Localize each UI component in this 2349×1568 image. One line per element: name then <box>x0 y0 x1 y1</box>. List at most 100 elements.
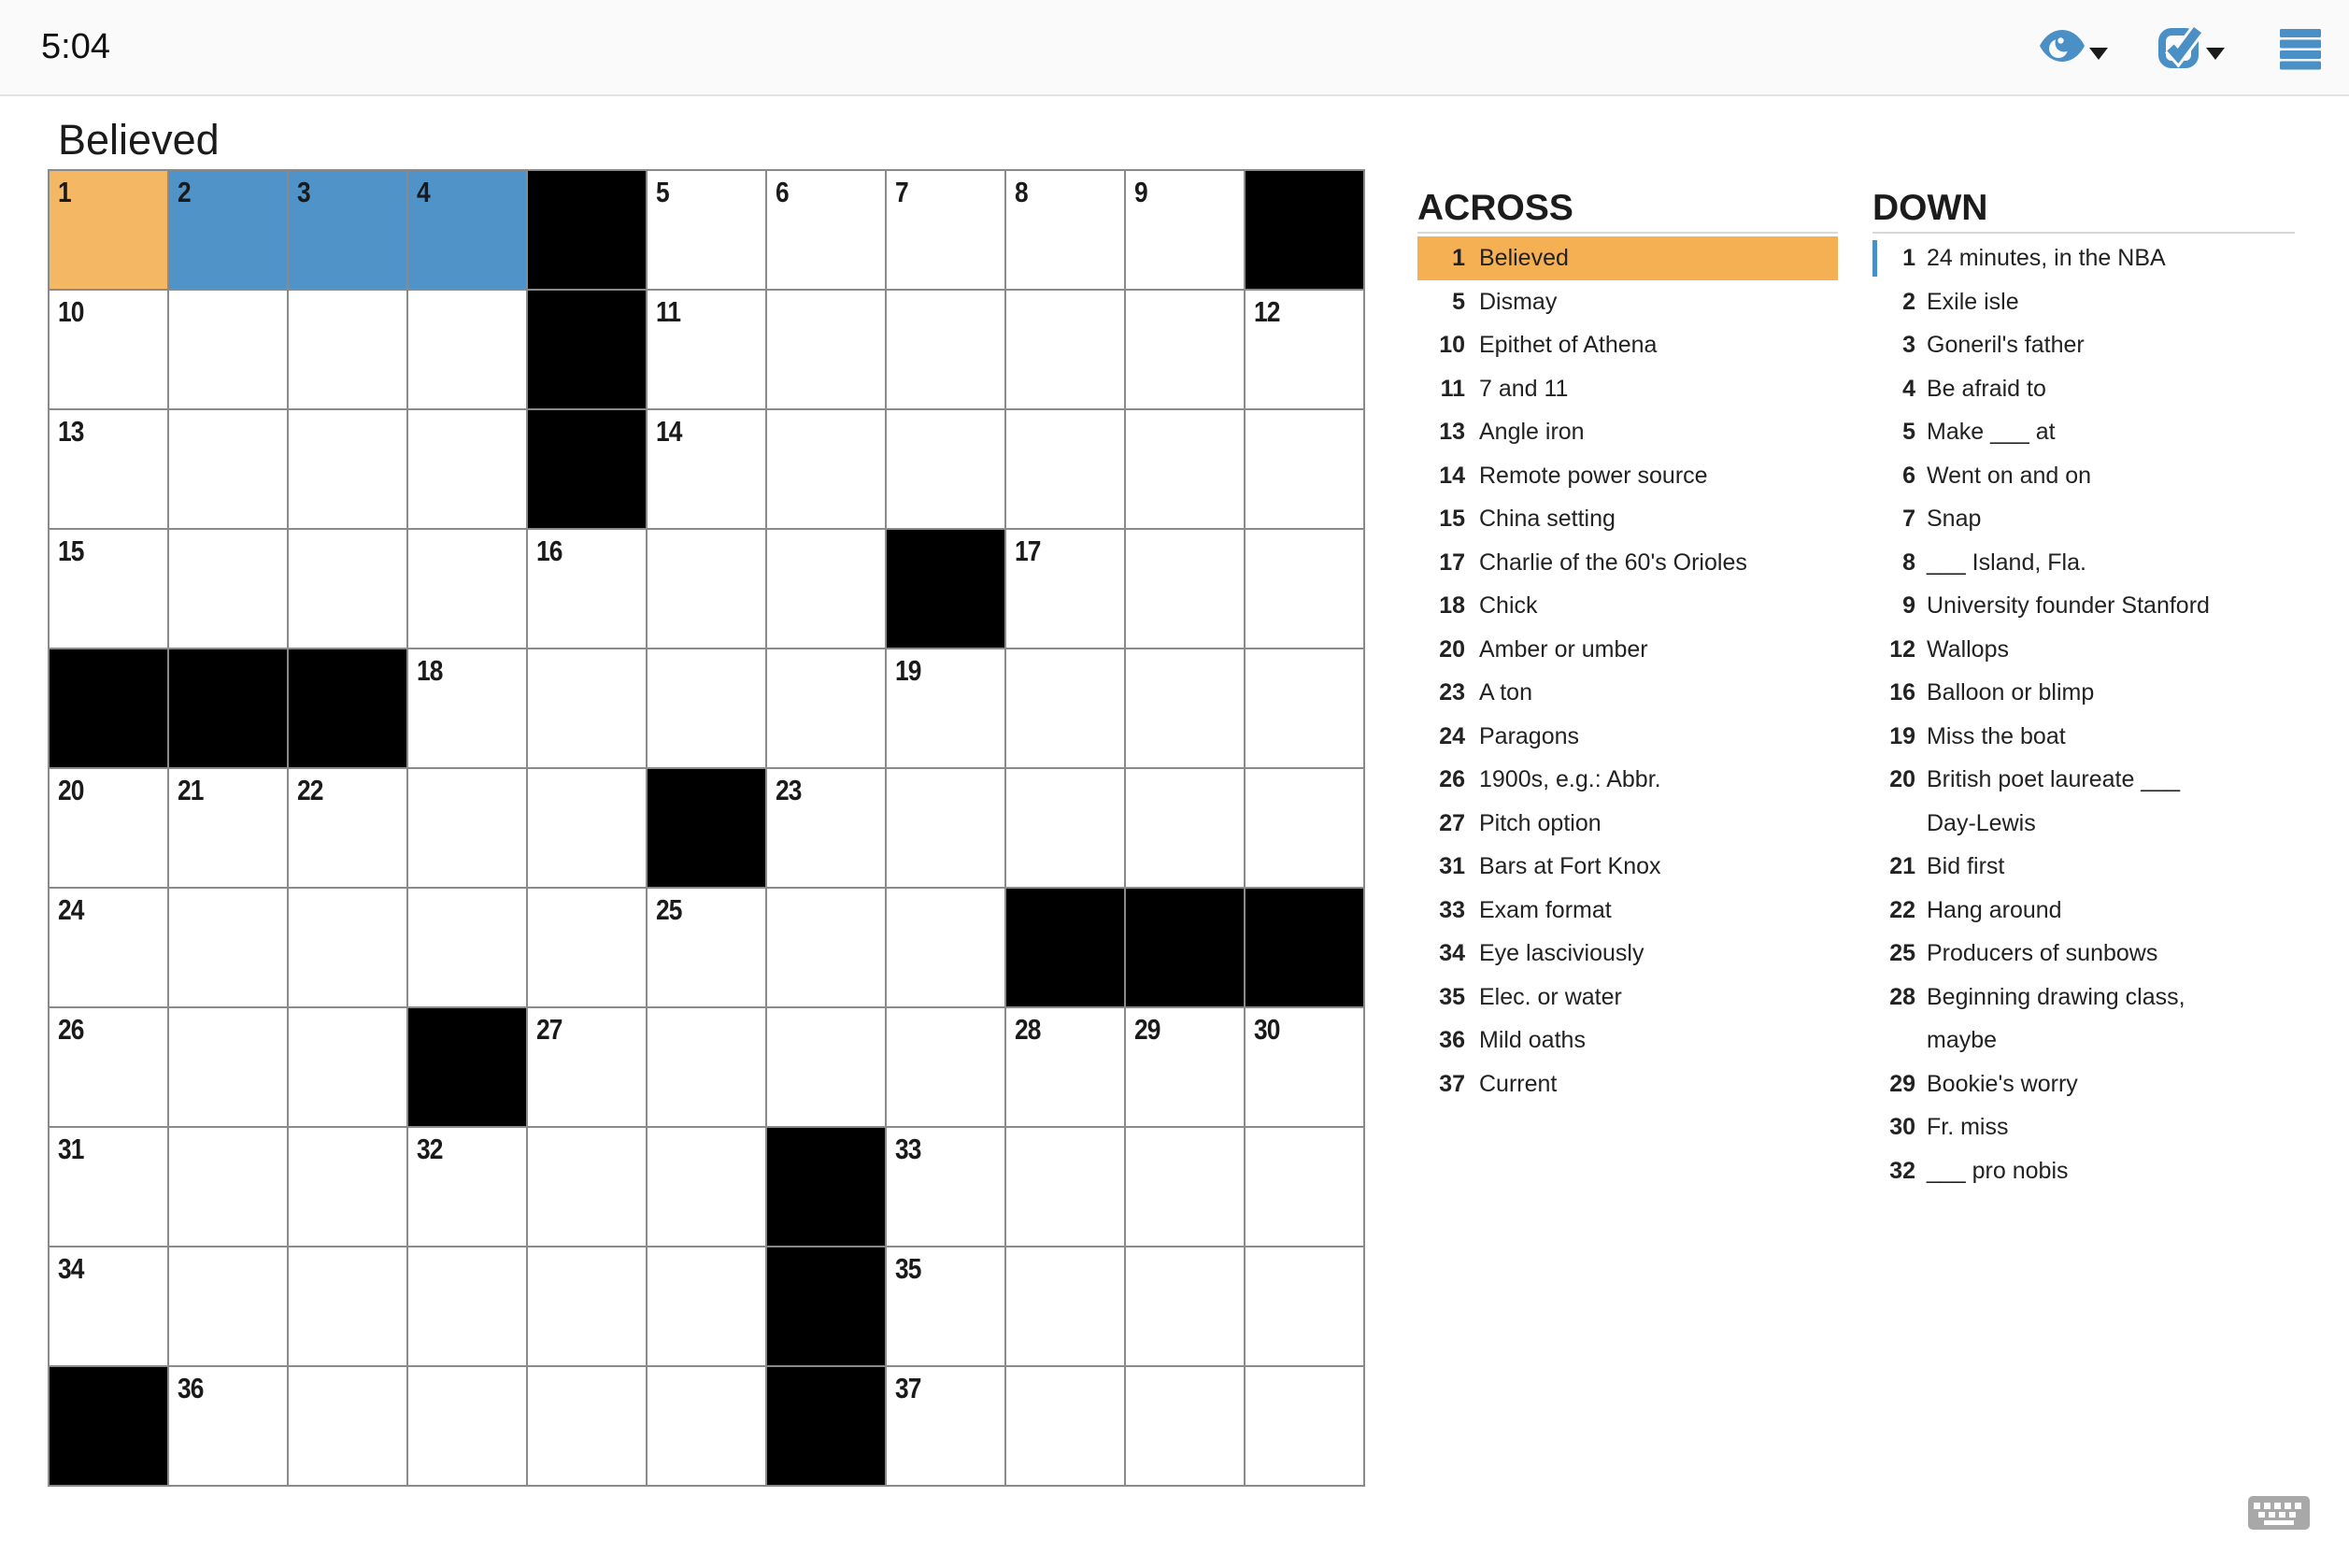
clue-item[interactable]: 34 Eye lasciviously <box>1417 932 1838 976</box>
clue-item[interactable]: 9 University founder Stanford <box>1872 584 2295 628</box>
clue-item[interactable]: 32 ___ pro nobis <box>1872 1149 2295 1193</box>
clue-item[interactable]: 23 A ton <box>1417 671 1838 715</box>
clue-item[interactable]: 1 Believed <box>1417 236 1838 280</box>
grid-cell[interactable] <box>887 1008 1004 1126</box>
grid-cell[interactable] <box>169 889 287 1006</box>
grid-cell[interactable] <box>1246 1247 1363 1365</box>
clue-item[interactable]: 18 Chick <box>1417 584 1838 628</box>
grid-cell[interactable]: 21 <box>169 769 287 887</box>
grid-cell[interactable]: 4 <box>408 171 526 289</box>
grid-cell[interactable] <box>1126 530 1244 648</box>
clue-item[interactable]: 27 Pitch option <box>1417 802 1838 846</box>
grid-cell[interactable] <box>408 530 526 648</box>
grid-cell[interactable]: 17 <box>1006 530 1124 648</box>
grid-cell[interactable]: 32 <box>408 1128 526 1246</box>
grid-cell[interactable] <box>1126 410 1244 528</box>
clue-item[interactable]: 3 Goneril's father <box>1872 323 2295 367</box>
grid-cell[interactable] <box>887 291 1004 408</box>
grid-cell[interactable]: 9 <box>1126 171 1244 289</box>
grid-cell[interactable]: 3 <box>289 171 406 289</box>
grid-cell[interactable] <box>887 769 1004 887</box>
grid-cell[interactable]: 31 <box>50 1128 167 1246</box>
grid-cell[interactable] <box>767 410 885 528</box>
reveal-button[interactable] <box>2040 29 2085 67</box>
clue-item[interactable]: 6 Went on and on <box>1872 454 2295 498</box>
grid-cell[interactable]: 34 <box>50 1247 167 1365</box>
grid-cell[interactable] <box>767 1008 885 1126</box>
grid-cell[interactable]: 8 <box>1006 171 1124 289</box>
grid-cell[interactable]: 27 <box>528 1008 646 1126</box>
grid-cell[interactable] <box>1126 1367 1244 1485</box>
grid-cell[interactable] <box>408 1247 526 1365</box>
grid-cell[interactable] <box>408 410 526 528</box>
grid-cell[interactable] <box>408 769 526 887</box>
grid-cell[interactable] <box>408 889 526 1006</box>
grid-cell[interactable] <box>408 1367 526 1485</box>
grid-cell[interactable] <box>408 291 526 408</box>
grid-cell[interactable] <box>1006 1128 1124 1246</box>
clue-item[interactable]: 31 Bars at Fort Knox <box>1417 845 1838 889</box>
grid-cell[interactable] <box>528 649 646 767</box>
grid-cell[interactable] <box>289 291 406 408</box>
grid-cell[interactable]: 36 <box>169 1367 287 1485</box>
grid-cell[interactable]: 26 <box>50 1008 167 1126</box>
clue-item[interactable]: 12 Wallops <box>1872 628 2295 672</box>
clue-item[interactable]: 28 Beginning drawing class, maybe <box>1872 976 2295 1062</box>
grid-cell[interactable]: 19 <box>887 649 1004 767</box>
grid-cell[interactable]: 37 <box>887 1367 1004 1485</box>
grid-cell[interactable]: 33 <box>887 1128 1004 1246</box>
clue-item[interactable]: 37 Current <box>1417 1062 1838 1106</box>
grid-cell[interactable] <box>1126 291 1244 408</box>
grid-cell[interactable] <box>1246 410 1363 528</box>
grid-cell[interactable] <box>289 1128 406 1246</box>
grid-cell[interactable]: 18 <box>408 649 526 767</box>
grid-cell[interactable] <box>887 410 1004 528</box>
grid-cell[interactable] <box>289 1367 406 1485</box>
clue-item[interactable]: 1 24 minutes, in the NBA <box>1872 236 2295 280</box>
clue-item[interactable]: 15 China setting <box>1417 497 1838 541</box>
grid-cell[interactable] <box>289 1247 406 1365</box>
grid-cell[interactable] <box>289 1008 406 1126</box>
grid-cell[interactable] <box>1246 769 1363 887</box>
grid-cell[interactable]: 15 <box>50 530 167 648</box>
clue-item[interactable]: 24 Paragons <box>1417 715 1838 759</box>
grid-cell[interactable] <box>169 1128 287 1246</box>
clue-item[interactable]: 30 Fr. miss <box>1872 1105 2295 1149</box>
grid-cell[interactable]: 25 <box>648 889 765 1006</box>
grid-cell[interactable] <box>767 291 885 408</box>
grid-cell[interactable] <box>169 410 287 528</box>
grid-cell[interactable] <box>1126 1247 1244 1365</box>
grid-cell[interactable]: 6 <box>767 171 885 289</box>
grid-cell[interactable] <box>648 1128 765 1246</box>
grid-cell[interactable] <box>528 1367 646 1485</box>
grid-cell[interactable] <box>169 530 287 648</box>
grid-cell[interactable]: 10 <box>50 291 167 408</box>
grid-cell[interactable]: 7 <box>887 171 1004 289</box>
grid-cell[interactable] <box>169 1008 287 1126</box>
grid-cell[interactable] <box>648 530 765 648</box>
grid-cell[interactable] <box>1006 1247 1124 1365</box>
grid-cell[interactable] <box>648 1008 765 1126</box>
grid-cell[interactable] <box>289 530 406 648</box>
grid-cell[interactable] <box>648 649 765 767</box>
grid-cell[interactable] <box>1246 1128 1363 1246</box>
clue-item[interactable]: 4 Be afraid to <box>1872 367 2295 411</box>
check-button[interactable] <box>2157 22 2204 74</box>
grid-cell[interactable]: 22 <box>289 769 406 887</box>
clue-item[interactable]: 14 Remote power source <box>1417 454 1838 498</box>
reveal-dropdown-caret-icon[interactable] <box>2089 48 2108 60</box>
grid-cell[interactable] <box>1006 769 1124 887</box>
menu-button[interactable] <box>2280 29 2321 75</box>
clue-item[interactable]: 19 Miss the boat <box>1872 715 2295 759</box>
grid-cell[interactable] <box>528 889 646 1006</box>
clue-item[interactable]: 29 Bookie's worry <box>1872 1062 2295 1106</box>
grid-cell[interactable]: 12 <box>1246 291 1363 408</box>
clue-item[interactable]: 26 1900s, e.g.: Abbr. <box>1417 758 1838 802</box>
grid-cell[interactable]: 35 <box>887 1247 1004 1365</box>
check-dropdown-caret-icon[interactable] <box>2206 48 2225 60</box>
grid-cell[interactable]: 24 <box>50 889 167 1006</box>
grid-cell[interactable] <box>1006 410 1124 528</box>
clue-item[interactable]: 11 7 and 11 <box>1417 367 1838 411</box>
clue-item[interactable]: 20 Amber or umber <box>1417 628 1838 672</box>
grid-cell[interactable] <box>1126 1128 1244 1246</box>
